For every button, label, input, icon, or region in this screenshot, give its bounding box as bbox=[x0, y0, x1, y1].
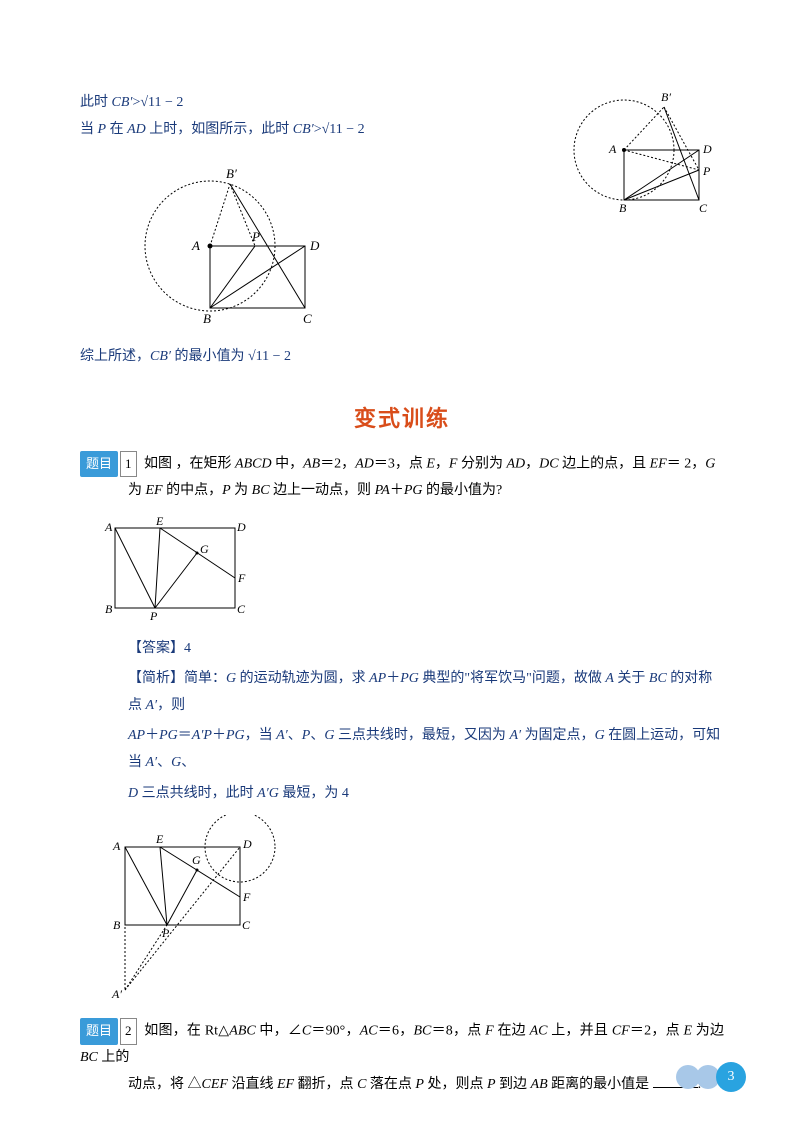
svg-text:C: C bbox=[699, 201, 708, 215]
problem-1-analysis-3: D 三点共线时，此时 A′G 最短，为 4 bbox=[80, 781, 724, 808]
svg-text:D: D bbox=[309, 238, 320, 253]
svg-text:C: C bbox=[237, 602, 246, 616]
problem-1-analysis: 【简析】简单：G 的运动轨迹为圆，求 AP＋PG 典型的"将军饮马"问题，故做 … bbox=[80, 666, 724, 719]
problem-2-line2: 动点，将 △CEF 沿直线 EF 翻折，点 C 落在点 P 处，则点 P 到边 … bbox=[80, 1072, 724, 1099]
problem-label: 题目 bbox=[80, 1018, 118, 1045]
svg-text:B: B bbox=[203, 311, 211, 326]
problem-label: 题目 bbox=[80, 451, 118, 478]
svg-text:D: D bbox=[236, 520, 246, 534]
svg-text:A: A bbox=[608, 142, 617, 156]
svg-text:P: P bbox=[161, 926, 170, 940]
svg-text:G: G bbox=[192, 853, 201, 867]
svg-text:B′: B′ bbox=[226, 166, 237, 181]
svg-text:B: B bbox=[105, 602, 113, 616]
svg-text:B: B bbox=[619, 201, 627, 215]
problem-1-analysis-2: AP＋PG＝A′P＋PG，当 A′、P、G 三点共线时，最短，又因为 A′ 为固… bbox=[80, 723, 724, 776]
svg-text:D: D bbox=[242, 837, 252, 851]
intro-conclusion: 综上所述，CB′ 的最小值为 √11 − 2 bbox=[80, 344, 724, 371]
problem-2: 题目2 如图，在 Rt△ABC 中，∠C＝90°，AC＝6，BC＝8，点 F 在… bbox=[80, 1018, 724, 1072]
svg-text:B′: B′ bbox=[661, 90, 671, 104]
intro-figure-small: A B′ B C D P bbox=[569, 85, 719, 220]
problem-1-answer: 【答案】4 bbox=[80, 636, 724, 663]
svg-text:A: A bbox=[104, 520, 113, 534]
problem-1: 题目1 如图 ，在矩形 ABCD 中，AB＝2，AD＝3，点 E，F 分别为 A… bbox=[80, 451, 724, 478]
svg-text:F: F bbox=[242, 890, 251, 904]
page-number: 3 bbox=[716, 1062, 746, 1092]
svg-text:A: A bbox=[112, 839, 121, 853]
svg-text:E: E bbox=[155, 514, 164, 528]
svg-text:P: P bbox=[251, 229, 260, 244]
problem-number: 1 bbox=[120, 451, 137, 478]
svg-text:B: B bbox=[113, 918, 121, 932]
svg-text:C: C bbox=[303, 311, 312, 326]
problem-1-line2: 为 EF 的中点，P 为 BC 边上一动点，则 PA＋PG 的最小值为? bbox=[80, 478, 724, 505]
svg-text:E: E bbox=[155, 832, 164, 846]
svg-text:P: P bbox=[702, 164, 711, 178]
svg-text:D: D bbox=[702, 142, 712, 156]
svg-text:A′: A′ bbox=[111, 987, 122, 1001]
problem-number: 2 bbox=[120, 1018, 137, 1045]
svg-text:F: F bbox=[237, 571, 246, 585]
section-title: 变式训练 bbox=[80, 401, 724, 433]
svg-text:C: C bbox=[242, 918, 251, 932]
svg-text:A: A bbox=[191, 238, 200, 253]
problem-1-figure: A B C D E F G P bbox=[100, 513, 724, 628]
svg-text:P: P bbox=[149, 609, 158, 623]
svg-text:G: G bbox=[200, 542, 209, 556]
problem-1-figure-2: A B C D E F G P A′ bbox=[100, 815, 724, 1010]
page-footer: 3 bbox=[676, 1062, 746, 1092]
